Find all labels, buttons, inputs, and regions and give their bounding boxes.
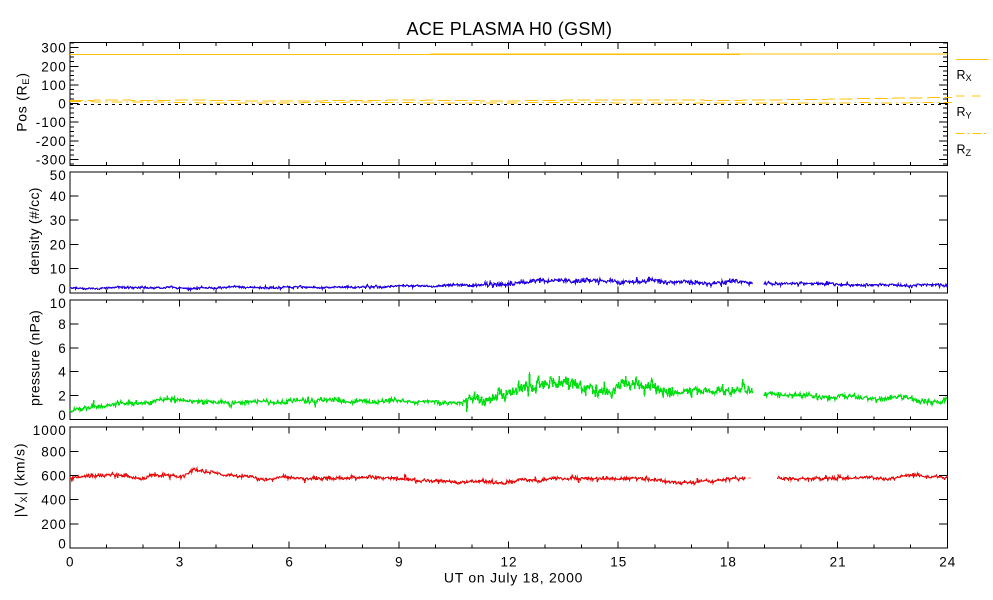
svg-text:40: 40 — [50, 189, 67, 204]
svg-text:0: 0 — [66, 555, 75, 570]
svg-text:21: 21 — [830, 555, 847, 570]
svg-text:UT on July 18, 2000: UT on July 18, 2000 — [444, 570, 583, 586]
svg-text:1000: 1000 — [33, 423, 67, 438]
svg-text:200: 200 — [41, 59, 67, 74]
svg-text:Pos (RE): Pos (RE) — [14, 72, 33, 131]
svg-text:15: 15 — [610, 555, 627, 570]
svg-text:0: 0 — [58, 408, 67, 423]
svg-text:12: 12 — [501, 555, 518, 570]
svg-text:6: 6 — [58, 341, 67, 356]
svg-text:800: 800 — [41, 444, 67, 459]
svg-text:pressure (nPa): pressure (nPa) — [27, 310, 43, 406]
svg-text:-200: -200 — [36, 134, 67, 149]
svg-text:-100: -100 — [36, 115, 67, 130]
svg-text:0: 0 — [58, 281, 67, 296]
svg-text:ACE PLASMA H0 (GSM): ACE PLASMA H0 (GSM) — [407, 19, 613, 39]
svg-text:6: 6 — [285, 555, 294, 570]
svg-text:8: 8 — [58, 317, 67, 332]
svg-text:0: 0 — [58, 97, 67, 112]
svg-text:2: 2 — [58, 389, 67, 404]
svg-text:200: 200 — [41, 517, 67, 532]
svg-text:9: 9 — [395, 555, 404, 570]
svg-text:300: 300 — [41, 41, 67, 56]
svg-text:3: 3 — [176, 555, 185, 570]
svg-text:600: 600 — [41, 468, 67, 483]
svg-text:30: 30 — [50, 213, 67, 228]
svg-text:24: 24 — [939, 555, 956, 570]
svg-text:10: 10 — [50, 296, 67, 311]
svg-text:density (#/cc): density (#/cc) — [26, 187, 42, 274]
svg-text:|VX| (km/s): |VX| (km/s) — [12, 443, 31, 518]
svg-text:4: 4 — [58, 365, 67, 380]
svg-text:10: 10 — [50, 262, 67, 277]
svg-text:18: 18 — [720, 555, 737, 570]
svg-text:100: 100 — [41, 78, 67, 93]
svg-text:50: 50 — [50, 168, 67, 183]
svg-text:20: 20 — [50, 237, 67, 252]
svg-text:-300: -300 — [36, 153, 67, 168]
svg-text:0: 0 — [58, 536, 67, 551]
svg-text:400: 400 — [41, 493, 67, 508]
